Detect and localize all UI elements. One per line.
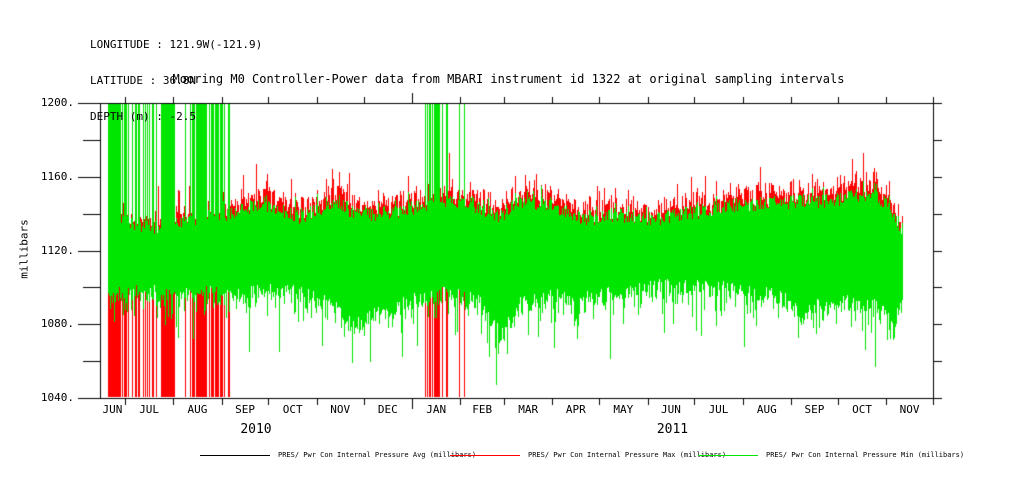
x-month-label: OCT xyxy=(852,403,872,416)
x-month-label: JAN xyxy=(426,403,447,416)
y-tick-label: 1040. xyxy=(40,391,74,404)
legend-line-avg xyxy=(200,455,270,456)
x-month-label: MAY xyxy=(613,403,634,416)
legend-label-min: PRES/ Pwr Con Internal Pressure Min (mil… xyxy=(766,451,965,459)
x-year-label: 2011 xyxy=(656,422,689,437)
y-tick-label: 1200. xyxy=(40,96,74,109)
x-year-label: 2010 xyxy=(240,422,272,437)
x-month-label: OCT xyxy=(282,403,303,416)
metadata-block: LONGITUDE : 121.9W(-121.9) LATITUDE : 36… xyxy=(90,15,262,147)
x-month-label: MAR xyxy=(518,403,539,416)
x-month-label: JUN xyxy=(660,403,681,416)
x-month-label: NOV xyxy=(330,403,351,416)
x-month-label: DEC xyxy=(377,403,398,416)
legend-label-avg: PRES/ Pwr Con Internal Pressure Avg (mil… xyxy=(278,451,477,459)
y-tick-label: 1120. xyxy=(40,243,74,257)
latitude-text: LATITUDE : 36.8N xyxy=(90,74,196,87)
y-tick-label: 1080. xyxy=(40,317,74,331)
x-month-label: JUL xyxy=(139,403,160,416)
legend-line-min xyxy=(698,455,758,456)
x-month-label: APR xyxy=(565,403,586,416)
x-month-label: JUN xyxy=(102,403,123,416)
x-month-label: SEP xyxy=(804,403,825,416)
x-month-label: NOV xyxy=(899,403,920,416)
y-tick-label: 1160. xyxy=(40,169,74,183)
x-month-label: JUL xyxy=(708,403,729,416)
x-month-label: SEP xyxy=(235,403,255,416)
chart-title: Mooring M0 Controller-Power data from MB… xyxy=(172,72,845,86)
legend-label-max: PRES/ Pwr Con Internal Pressure Max (mil… xyxy=(528,451,727,459)
legend-line-max xyxy=(450,455,520,456)
longitude-text: LONGITUDE : 121.9W(-121.9) xyxy=(90,38,263,51)
depth-text: DEPTH (m) : -2.5 xyxy=(90,110,196,123)
x-month-label: FEB xyxy=(472,403,493,416)
x-month-label: AUG xyxy=(187,403,208,416)
x-month-label: AUG xyxy=(756,403,777,416)
